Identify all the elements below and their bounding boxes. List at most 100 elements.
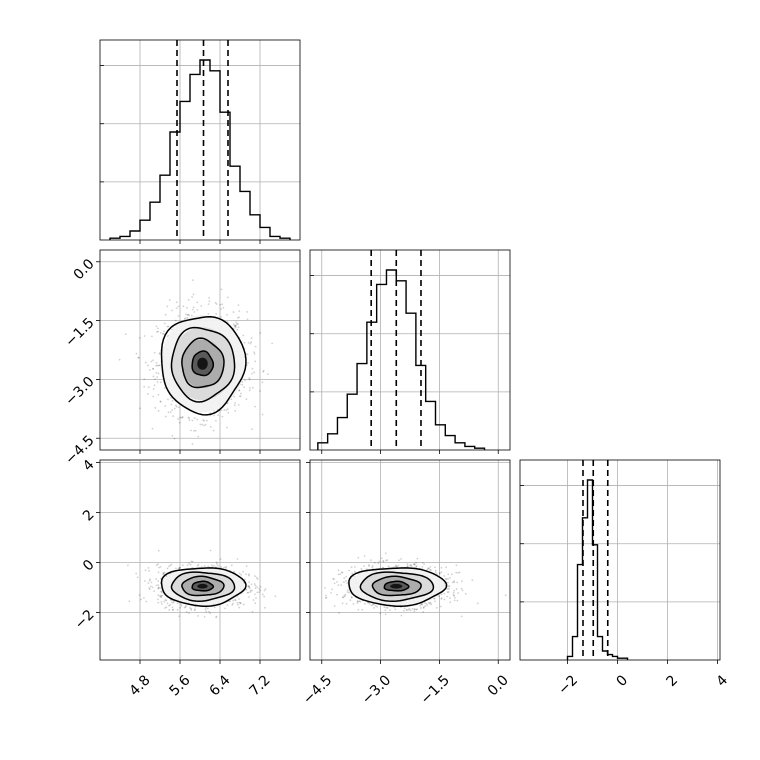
scatter-point: [406, 565, 409, 568]
scatter-point: [416, 557, 419, 560]
scatter-point: [193, 429, 195, 432]
scatter-point: [156, 330, 158, 333]
scatter-point: [232, 599, 235, 602]
panel-frame: [99, 459, 301, 661]
scatter-point: [148, 587, 151, 589]
scatter-point: [163, 330, 165, 333]
scatter-point: [383, 606, 386, 608]
contour-3: [348, 567, 448, 607]
scatter-point: [248, 586, 251, 588]
scatter-point: [343, 595, 346, 598]
scatter-point: [504, 594, 507, 597]
scatter-point: [150, 360, 153, 363]
scatter-point: [413, 563, 415, 566]
scatter-point: [345, 580, 347, 582]
scatter-point: [261, 381, 264, 384]
scatter-point: [164, 415, 167, 418]
scatter-point: [261, 413, 264, 416]
scatter-point: [152, 367, 154, 370]
panel-content: [100, 40, 300, 240]
scatter-point: [446, 595, 449, 598]
scatter-point: [248, 596, 250, 598]
scatter-point: [247, 586, 250, 588]
tick-label-y-2-3: −2: [72, 607, 98, 633]
scatter-point: [403, 607, 406, 610]
scatter-point: [455, 571, 458, 574]
scatter-point: [248, 574, 250, 577]
scatter-point: [147, 386, 150, 389]
scatter-point: [164, 599, 167, 601]
scatter-point: [356, 602, 359, 604]
scatter-point: [341, 602, 344, 605]
scatter-point: [426, 568, 429, 571]
scatter-point: [225, 565, 228, 568]
scatter-point: [167, 565, 170, 568]
scatter-point: [386, 559, 389, 561]
scatter-point: [371, 565, 374, 567]
scatter-point: [238, 606, 241, 609]
scatter-point: [240, 573, 242, 576]
scatter-point: [236, 558, 239, 560]
scatter-point: [422, 611, 425, 613]
scatter-point: [254, 584, 257, 587]
scatter-point: [227, 411, 230, 414]
scatter-point: [387, 565, 390, 568]
scatter-point: [160, 594, 162, 597]
scatter-point: [127, 564, 129, 567]
scatter-point: [400, 558, 402, 560]
scatter-point: [202, 419, 205, 421]
panel-content: [520, 460, 720, 660]
scatter-point: [166, 305, 169, 308]
scatter-point: [371, 603, 374, 606]
scatter-point: [154, 378, 156, 381]
scatter-point: [180, 603, 183, 606]
scatter-point: [395, 564, 398, 567]
scatter-point: [450, 573, 453, 576]
scatter-point: [188, 314, 191, 317]
scatter-point: [158, 364, 161, 367]
scatter-point: [162, 572, 165, 575]
scatter-point: [413, 563, 416, 566]
scatter-point: [179, 606, 182, 609]
density-shade-4: [197, 357, 208, 370]
scatter-point: [147, 582, 150, 584]
scatter-point: [373, 561, 376, 564]
scatter-point: [152, 395, 155, 398]
scatter-point: [150, 581, 153, 584]
scatter-point: [143, 385, 146, 388]
contour-2: [170, 326, 236, 403]
panel-frame: [519, 459, 721, 661]
scatter-point: [400, 614, 403, 617]
scatter-point: [346, 591, 349, 593]
scatter-point: [188, 417, 190, 420]
scatter-point: [460, 615, 463, 618]
scatter-point: [226, 604, 229, 607]
scatter-point: [438, 572, 441, 575]
scatter-point: [256, 586, 259, 588]
scatter-point: [242, 603, 245, 606]
scatter-point: [179, 566, 181, 569]
scatter-point: [190, 609, 193, 611]
scatter-point: [226, 296, 229, 299]
panel-frame: [309, 249, 511, 451]
scatter-point: [439, 605, 442, 608]
scatter-point: [451, 581, 454, 584]
scatter-point: [397, 564, 400, 567]
scatter-point: [233, 570, 236, 573]
scatter-point: [413, 610, 416, 613]
scatter-point: [353, 570, 356, 573]
scatter-point: [415, 566, 418, 568]
scatter-point: [253, 351, 256, 354]
scatter-point: [220, 308, 222, 310]
scatter-point: [197, 563, 200, 566]
scatter-point: [238, 389, 241, 391]
scatter-point: [402, 609, 405, 612]
scatter-point: [166, 567, 169, 570]
scatter-point: [148, 368, 151, 371]
scatter-point: [229, 600, 232, 603]
scatter-point: [255, 576, 258, 579]
scatter-point: [256, 578, 259, 580]
scatter-point: [160, 596, 162, 598]
scatter-point: [187, 416, 190, 419]
scatter-point: [346, 589, 349, 592]
